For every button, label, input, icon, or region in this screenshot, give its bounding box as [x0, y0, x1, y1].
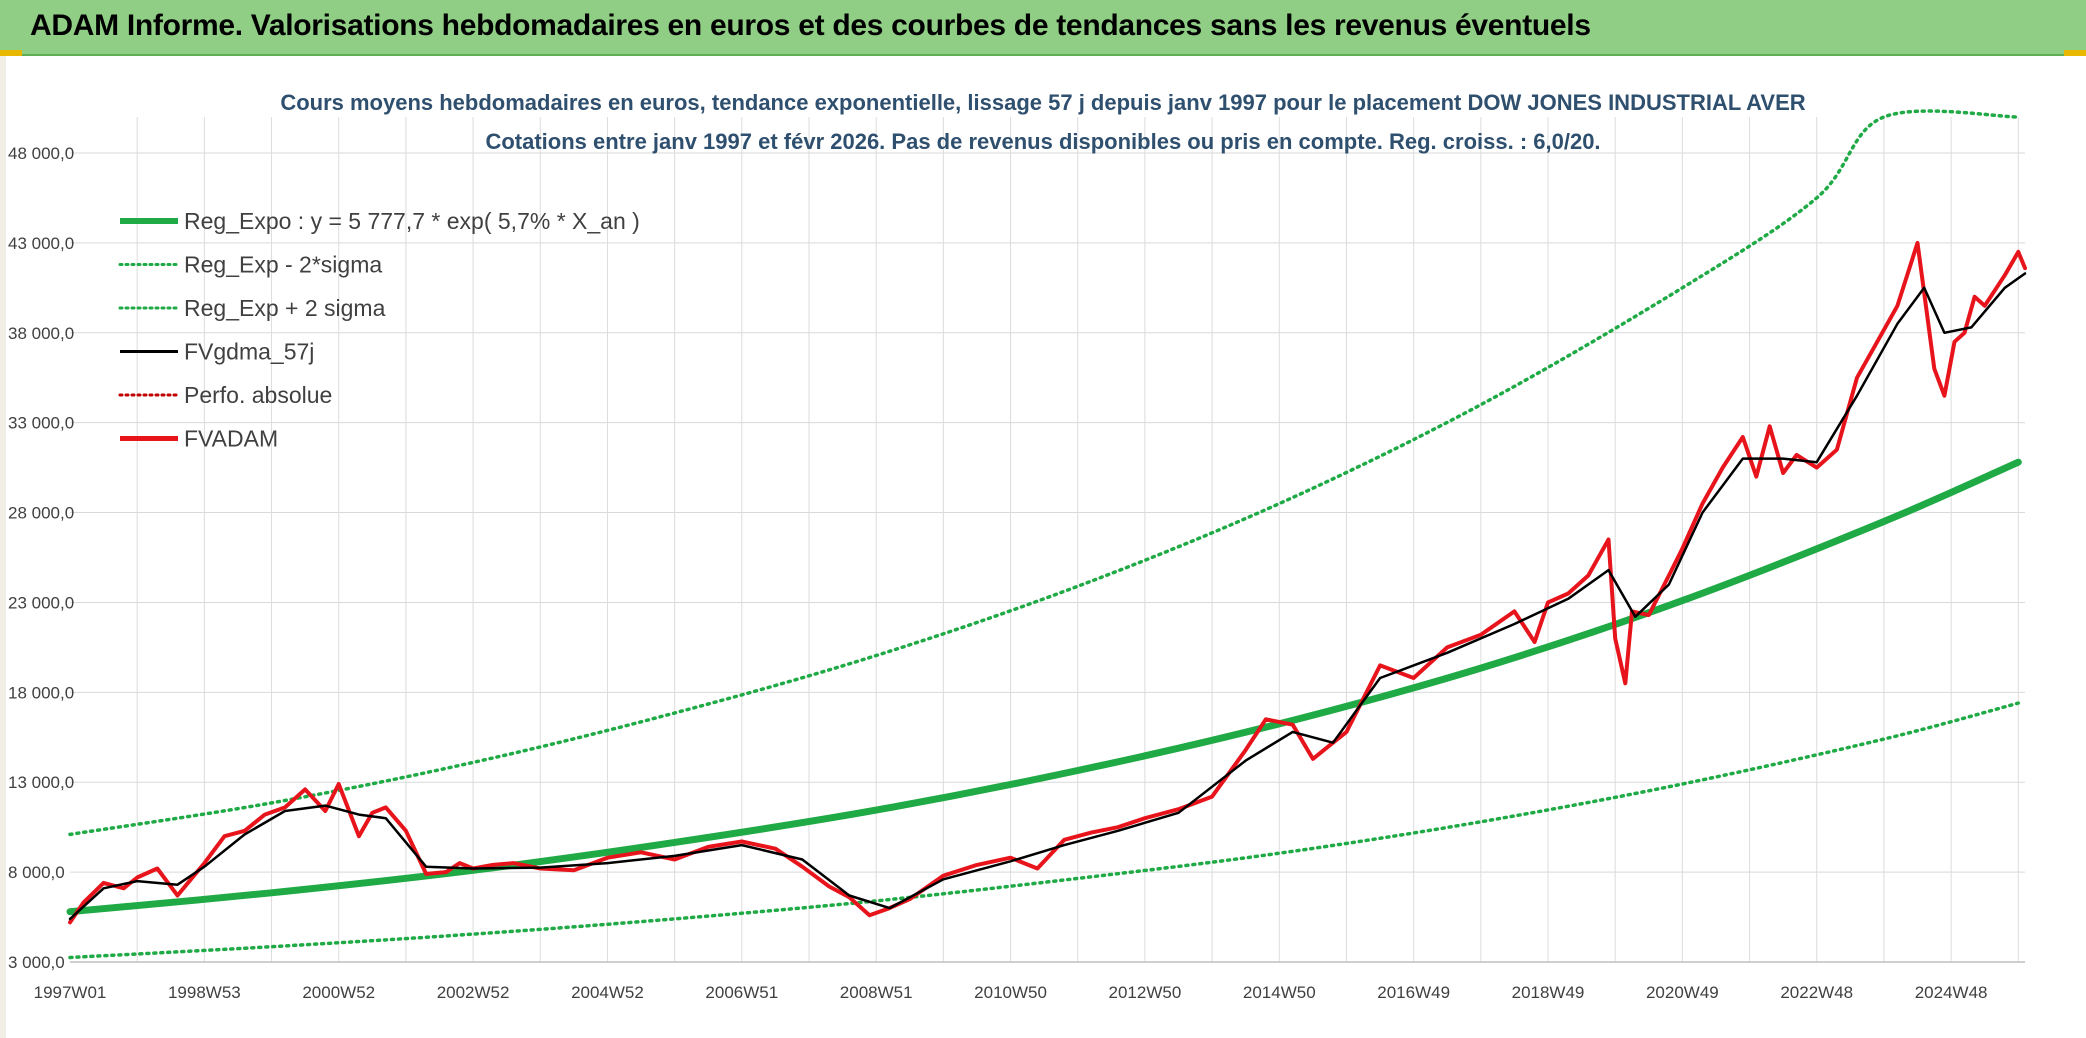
- x-tick-label: 2014W50: [1243, 983, 1316, 1002]
- y-tick-label: 13 000,0: [8, 773, 74, 792]
- grid-lines: [70, 117, 2025, 963]
- legend-label: Reg_Exp - 2*sigma: [184, 252, 382, 278]
- x-tick-label: 2012W50: [1109, 983, 1182, 1002]
- report-title: ADAM Informe. Valorisations hebdomadaire…: [30, 9, 1591, 42]
- x-tick-label: 2004W52: [571, 983, 644, 1002]
- x-tick-label: 1997W01: [34, 983, 107, 1002]
- legend-label: FVADAM: [184, 426, 278, 452]
- weekly-valuation-chart: 3 000,0 8 000,0 13 000,0 18 000,0 23 000,0 28…: [8, 90, 2027, 1002]
- x-axis-tick-labels: 1997W01 1998W53 2000W52 2002W52 2004W52 2006W…: [34, 983, 1988, 1002]
- chart-subtitle: Cotations entre janv 1997 et févr 2026. …: [485, 129, 1600, 154]
- y-axis-tick-labels: 3 000,0 8 000,0 13 000,0 18 000,0 23 000,0 28…: [8, 144, 74, 972]
- x-tick-label: 2016W49: [1377, 983, 1450, 1002]
- x-tick-label: 2010W50: [974, 983, 1047, 1002]
- x-tick-label: 1998W53: [168, 983, 241, 1002]
- y-tick-label: 33 000,0: [8, 414, 74, 433]
- y-tick-label: 23 000,0: [8, 593, 74, 612]
- y-tick-label: 3 000,0: [8, 953, 65, 972]
- chart-left-border: [0, 56, 6, 1038]
- series-reg-exp-minus-2sigma: [68, 701, 2021, 960]
- x-tick-label: 2020W49: [1646, 983, 1719, 1002]
- x-tick-label: 2006W51: [705, 983, 778, 1002]
- data-series: [66, 109, 2027, 960]
- legend-label: Reg_Exp + 2 sigma: [184, 295, 386, 321]
- y-tick-label: 28 000,0: [8, 504, 74, 523]
- y-tick-label: 48 000,0: [8, 144, 74, 163]
- report-header: ADAM Informe. Valorisations hebdomadaire…: [0, 0, 2086, 56]
- x-tick-label: 2008W51: [840, 983, 913, 1002]
- series-fvadam: [68, 240, 2027, 925]
- y-tick-label: 43 000,0: [8, 234, 74, 253]
- chart-title: Cours moyens hebdomadaires en euros, ten…: [280, 90, 1805, 115]
- series-reg-exp-plus-2sigma: [68, 109, 2021, 837]
- legend-label: FVgdma_57j: [184, 339, 314, 365]
- y-tick-label: 8 000,0: [8, 863, 65, 882]
- series-fvgdma-57j: [68, 272, 2027, 921]
- x-tick-label: 2024W48: [1915, 983, 1988, 1002]
- legend-label: Perfo. absolue: [184, 382, 332, 408]
- y-tick-label: 18 000,0: [8, 683, 74, 702]
- series-reg-expo: [66, 458, 2022, 916]
- legend: Reg_Expo : y = 5 777,7 * exp( 5,7% * X_a…: [118, 208, 640, 452]
- y-tick-label: 38 000,0: [8, 324, 74, 343]
- x-tick-label: 2002W52: [437, 983, 510, 1002]
- corner-accent-right: [2064, 50, 2086, 56]
- legend-label: Reg_Expo : y = 5 777,7 * exp( 5,7% * X_a…: [184, 208, 640, 234]
- x-tick-label: 2022W48: [1780, 983, 1853, 1002]
- x-tick-label: 2018W49: [1512, 983, 1585, 1002]
- x-tick-label: 2000W52: [302, 983, 375, 1002]
- corner-accent-left: [0, 50, 22, 56]
